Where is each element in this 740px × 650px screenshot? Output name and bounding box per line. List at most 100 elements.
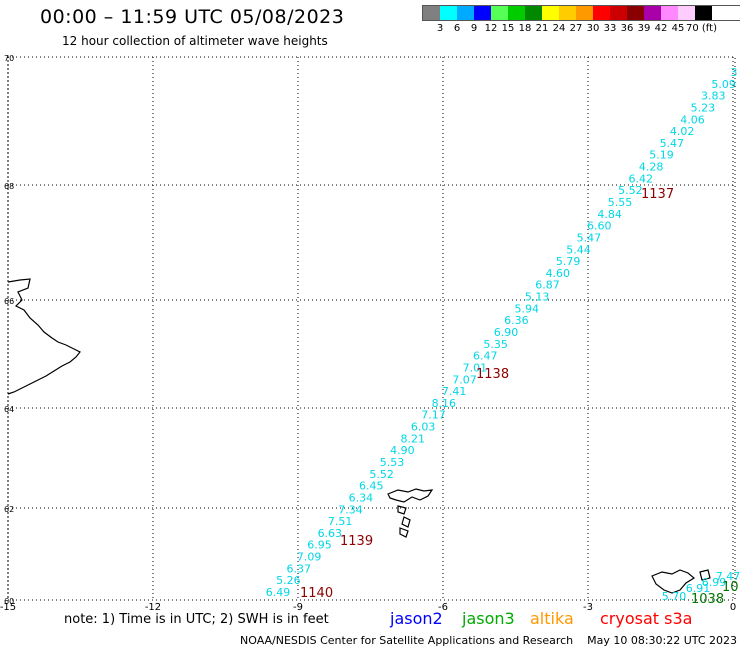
legend-swatch [525,6,542,20]
legend-swatch [661,6,678,20]
wave-height-label: 6.42 [628,172,653,185]
wave-height-label: 6.47 [473,350,498,363]
footer-credit: NOAA/NESDIS Center for Satellite Applica… [240,634,738,647]
wave-height-label: 7.09 [297,551,322,564]
wave-height-label: 5.44 [566,243,591,256]
wave-height-label: 6.36 [504,314,529,327]
legend-label: 45 [671,23,685,34]
legend-swatch [644,6,661,20]
legend-swatch [576,6,593,20]
wave-height-label: 7.07 [452,373,477,386]
coastlines [7,278,711,594]
wave-height-label: 7.51 [328,515,353,528]
lon-tick-label: -12 [145,602,161,613]
shetland-islands [651,569,711,594]
wave-height-label: 5.35 [483,338,508,351]
legend-swatch [440,6,457,20]
pass-time-label: 1137 [641,187,674,202]
legend-swatch [508,6,525,20]
legend-swatch [542,6,559,20]
latitude-labels: 70 68 66 64 62 60 [4,54,14,606]
sat-jason2: jason2 [390,609,443,628]
legend-swatch [474,6,491,20]
legend-label: 3 [436,23,444,34]
legend-label: 9 [470,23,478,34]
wave-height-label: 6.99 [702,576,727,589]
wave-height-label: 7.47 [716,570,740,583]
wave-height-label: 5.09 [711,78,736,91]
wave-height-label: 3.83 [701,90,726,103]
legend-swatch [491,6,508,20]
legend-swatch [695,6,712,20]
wave-height-label: 6.03 [411,421,436,434]
wave-height-label: 6.60 [587,220,612,233]
grid-lines [7,56,736,601]
wave-height-label: 4.60 [546,267,571,280]
legend-label: 42 [654,23,668,34]
pass-time-label: 1138 [476,367,509,382]
longitude-labels: -15 -12 -9 -6 -3 0 [0,602,736,613]
pass-time-label: 1140 [300,586,333,601]
pass-time-labels: 1137 1138 1139 1140 [300,187,674,601]
wave-height-label: 5.70 [662,590,687,603]
legend-swatch [457,6,474,20]
wave-height-label: 6.37 [286,562,311,575]
wave-height-label: 5.13 [525,291,550,304]
sat-cryosat-s3a: cryosat s3a [600,609,693,628]
legend-swatch [593,6,610,20]
legend-label: 15 [501,23,515,34]
wave-height-label: 4.06 [680,113,705,126]
wave-height-label: 5.26 [276,574,301,587]
wave-height-label: 6.45 [359,480,384,493]
wave-height-label: 5.23 [691,101,716,114]
pass-time-label: 10 [722,580,739,595]
legend-label: 27 [569,23,583,34]
wave-height-label: 7.01 [463,361,488,374]
wave-height-label: 5.52 [369,468,394,481]
legend-labels: 3 6 9 12 15 18 21 24 27 30 33 36 39 42 45 70 (ft) [422,21,740,35]
page-title: 00:00 – 11:59 UTC 05/08/2023 [40,6,345,28]
lat-tick-label: 60 [4,597,14,606]
wave-height-label: 6.90 [494,326,519,339]
wave-height-label: 5.47 [577,231,602,244]
iceland-coast [7,278,81,395]
legend-swatch [627,6,644,20]
legend-label: 36 [620,23,634,34]
lat-tick-label: 70 [4,54,14,63]
legend-label: 30 [586,23,600,34]
lon-tick-label: -15 [0,602,16,613]
faroe-islands [387,488,434,538]
wave-height-label: 5.52 [618,184,643,197]
wave-height-label: 8.21 [400,432,425,445]
pass-time-label: 1038 [691,592,724,607]
wave-height-label: 6.95 [307,539,332,552]
wave-height-label: 5.19 [649,149,674,162]
pass-time-label: 1139 [340,534,373,549]
wave-height-label: 7.34 [338,503,363,516]
map-frame [7,56,736,601]
wave-height-label: 7.17 [421,409,446,422]
wave-height-label: 5.53 [380,456,405,469]
lon-tick-label: -9 [293,602,303,613]
wave-height-label: 5.94 [514,302,539,315]
lon-tick-label: -6 [438,602,448,613]
sat-jason3: jason3 [462,609,515,628]
lat-tick-label: 66 [4,297,14,306]
wave-height-label: 6.91 [686,582,711,595]
wave-height-label: 4.84 [597,208,622,221]
wave-height-label: 5.79 [556,255,581,268]
wave-height-label: 6.34 [349,491,374,504]
lat-tick-label: 62 [4,505,14,514]
legend-label: 33 [603,23,617,34]
legend-label: 39 [637,23,651,34]
legend-swatch [423,6,440,20]
wave-height-label: 4.02 [670,125,695,138]
lon-tick-label: 0 [730,602,736,613]
legend-label: 21 [535,23,549,34]
legend-swatch [559,6,576,20]
legend-swatch [610,6,627,20]
wave-height-label: 6.87 [535,279,560,292]
legend-swatch [678,6,695,20]
lon-tick-label: -3 [583,602,593,613]
